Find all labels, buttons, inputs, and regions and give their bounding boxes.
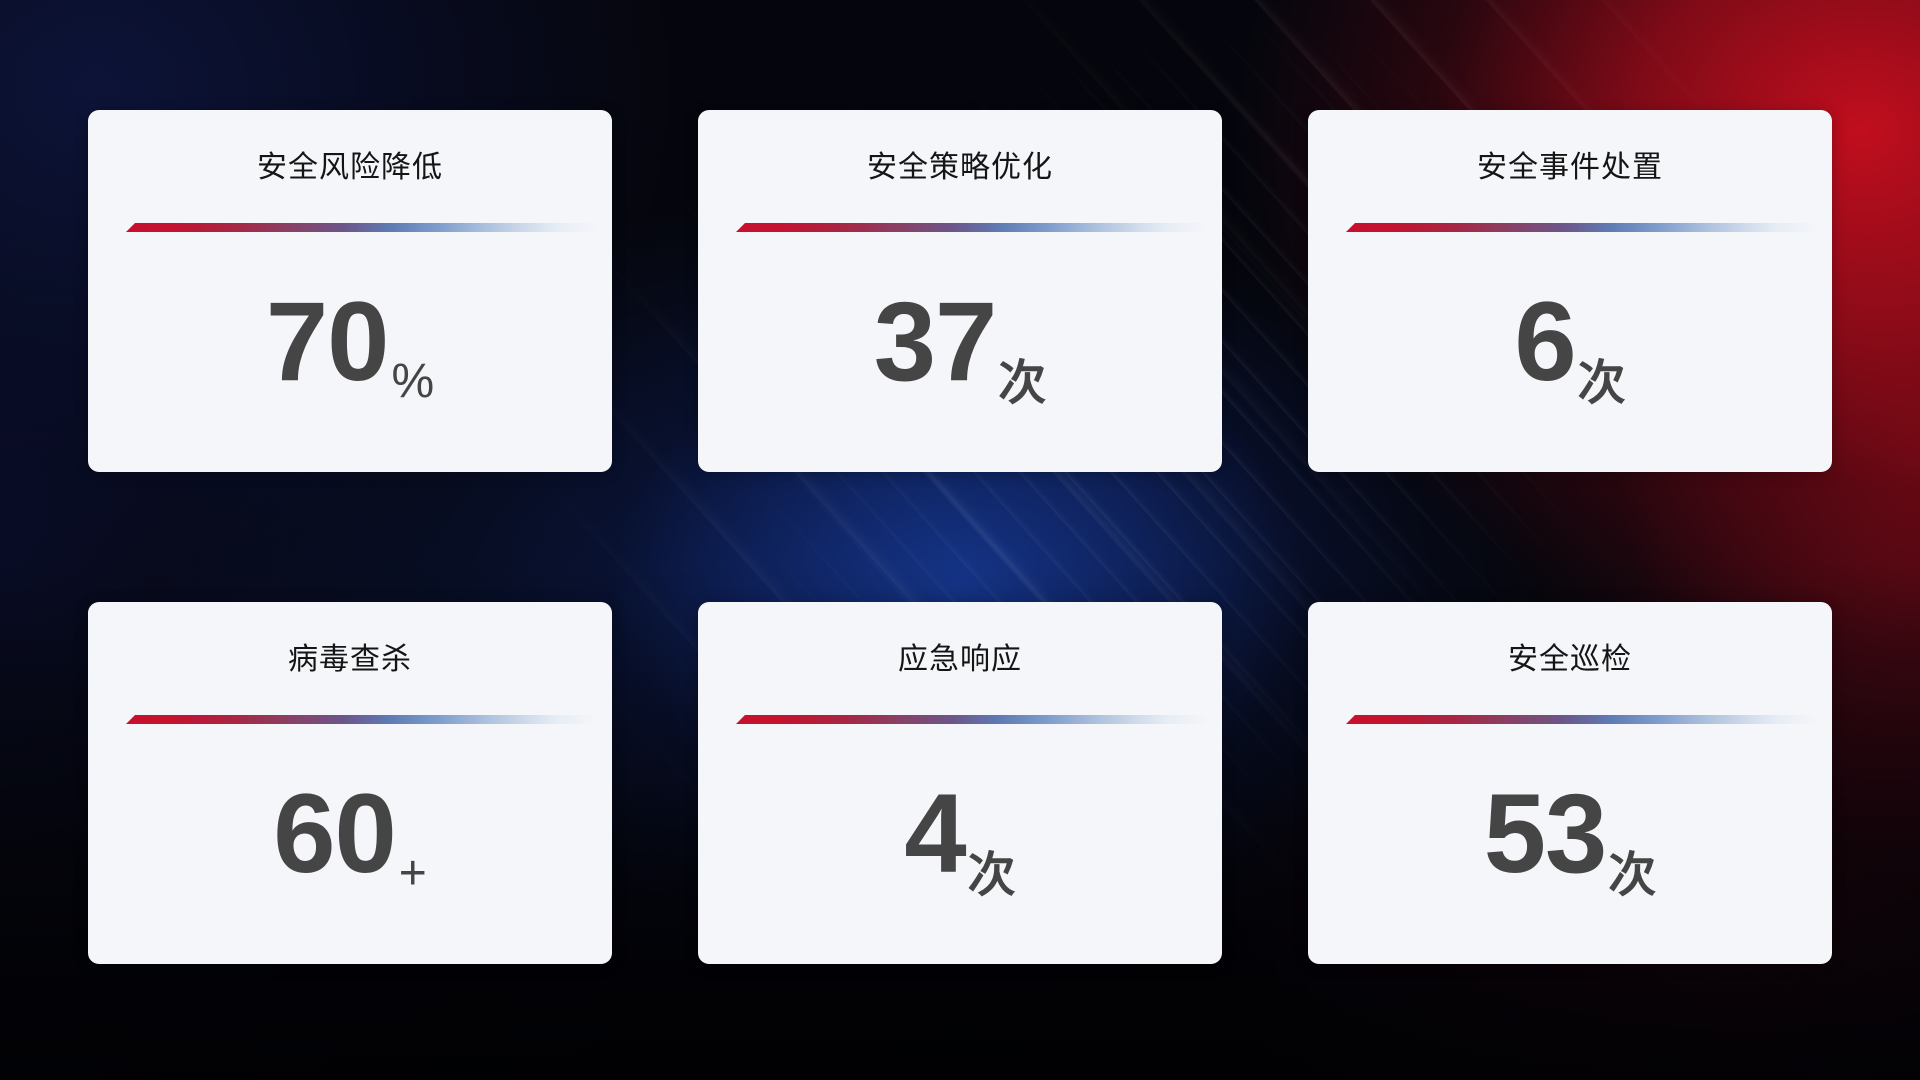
stat-card-grid: 安全风险降低 70 % 安全策略优化 37 次 安全事件处置 6 次 病毒查杀 … xyxy=(88,110,1832,964)
stat-card-value: 37 次 xyxy=(698,262,1222,422)
stat-card[interactable]: 安全巡检 53 次 xyxy=(1308,602,1832,964)
stat-card-accent-rule xyxy=(736,715,1208,724)
stat-card-accent-rule xyxy=(126,223,598,232)
stat-card-number: 70 xyxy=(265,279,390,404)
stat-card-value: 6 次 xyxy=(1308,262,1832,422)
stat-card-title: 安全事件处置 xyxy=(1477,151,1663,184)
stat-card-value: 70 % xyxy=(88,262,612,422)
stat-card-suffix: 次 xyxy=(1577,357,1626,410)
stat-card-number: 53 xyxy=(1483,771,1608,896)
stat-card[interactable]: 安全事件处置 6 次 xyxy=(1308,110,1832,472)
stat-card-number: 6 xyxy=(1514,279,1576,404)
stat-card-title: 安全巡检 xyxy=(1508,643,1632,676)
stat-card-title: 应急响应 xyxy=(898,643,1022,676)
stat-card-suffix: % xyxy=(391,355,435,408)
stat-card[interactable]: 病毒查杀 60 + xyxy=(88,602,612,964)
stat-card-number: 37 xyxy=(873,279,998,404)
stat-card-number: 60 xyxy=(273,771,397,896)
stat-card-title: 安全风险降低 xyxy=(257,151,443,184)
stat-card-accent-rule xyxy=(1346,223,1818,232)
stat-card-title: 安全策略优化 xyxy=(867,151,1053,184)
stat-card-value: 4 次 xyxy=(698,754,1222,914)
stat-card-accent-rule xyxy=(1346,715,1818,724)
stat-card-suffix: 次 xyxy=(998,357,1047,410)
stat-card[interactable]: 安全风险降低 70 % xyxy=(88,110,612,472)
stat-card[interactable]: 应急响应 4 次 xyxy=(698,602,1222,964)
stat-card-value: 53 次 xyxy=(1308,754,1832,914)
stat-card-accent-rule xyxy=(736,223,1208,232)
stat-card-number: 4 xyxy=(904,771,966,896)
stat-card-suffix: 次 xyxy=(1608,849,1657,902)
stat-card-title: 病毒查杀 xyxy=(288,643,412,676)
stat-card-suffix: 次 xyxy=(967,849,1016,902)
stat-card-suffix: + xyxy=(398,847,427,900)
stat-card-accent-rule xyxy=(126,715,598,724)
stat-card-value: 60 + xyxy=(88,754,612,914)
stat-card[interactable]: 安全策略优化 37 次 xyxy=(698,110,1222,472)
